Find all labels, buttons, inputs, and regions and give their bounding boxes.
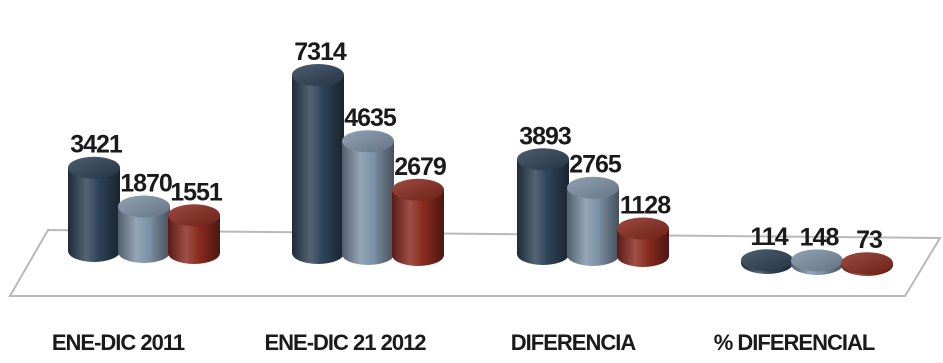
- bar-body: [168, 215, 220, 264]
- bar: [567, 176, 619, 266]
- bar-body: [517, 159, 569, 265]
- data-label: 148: [800, 223, 840, 251]
- bar-top: [567, 176, 619, 199]
- bar: [168, 204, 220, 264]
- bar: [392, 178, 444, 266]
- bar-top: [342, 130, 394, 153]
- data-label: 1128: [620, 192, 671, 220]
- bar-body: [617, 228, 669, 267]
- data-label: 3893: [519, 122, 571, 150]
- bar-top: [741, 249, 793, 272]
- bar: [118, 195, 170, 263]
- data-label: 1870: [120, 169, 172, 197]
- bar-body: [567, 187, 619, 266]
- bar-top: [168, 204, 220, 227]
- category-labels: ENE-DIC 2011 ENE-DIC 21 2012 DIFERENCIA % D…: [52, 330, 876, 355]
- bar-body: [68, 167, 120, 262]
- bar: [68, 156, 120, 262]
- category-label: ENE-DIC 2011: [52, 330, 185, 355]
- bar: [741, 249, 793, 274]
- data-label: 2679: [394, 153, 446, 181]
- category-label: ENE-DIC 21 2012: [264, 330, 426, 355]
- data-label: 2765: [569, 151, 622, 179]
- data-label: 114: [750, 223, 788, 251]
- bar-top: [617, 217, 669, 240]
- bar: [342, 130, 394, 265]
- bar-body: [118, 206, 170, 263]
- bar-body: [342, 141, 394, 265]
- bar-top: [292, 64, 344, 86]
- bar: [517, 148, 569, 265]
- bar-top: [68, 156, 120, 179]
- bar: [841, 252, 893, 276]
- bar-top: [392, 178, 444, 201]
- data-label: 73: [856, 226, 882, 254]
- bar: [617, 217, 669, 267]
- data-label: 7314: [294, 38, 347, 66]
- bars: [68, 64, 893, 276]
- bar-body: [292, 75, 344, 264]
- category-label: DIFERENCIA: [511, 330, 637, 355]
- bar-top: [517, 148, 569, 171]
- bar-body: [392, 189, 444, 266]
- bar-top: [118, 195, 170, 218]
- data-label: 4635: [344, 104, 397, 132]
- bar: [292, 64, 344, 264]
- data-label: 3421: [70, 131, 123, 159]
- bar: [791, 249, 843, 275]
- category-label: % DIFERENCIAL: [714, 330, 875, 355]
- data-label: 1551: [170, 178, 223, 206]
- bar-top: [841, 252, 893, 275]
- bar-top: [791, 249, 843, 272]
